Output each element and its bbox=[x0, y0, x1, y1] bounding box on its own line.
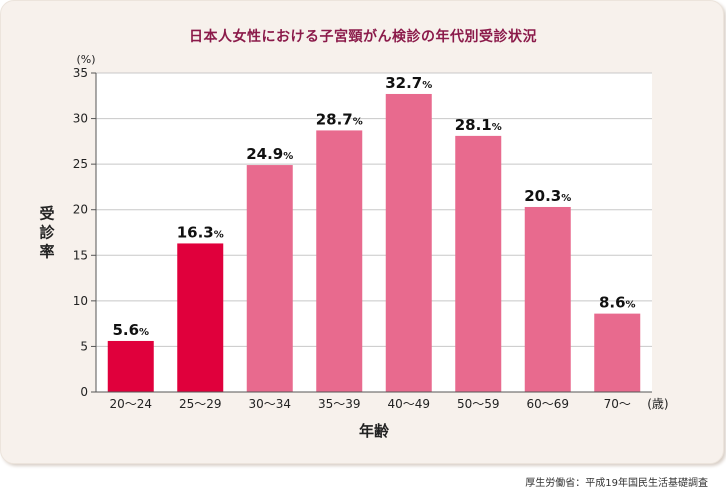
data-label: 28.7% bbox=[316, 110, 363, 128]
x-tick-label: 20〜24 bbox=[109, 397, 152, 411]
y-axis-title-char: 率 bbox=[39, 243, 54, 261]
x-tick-label: 30〜34 bbox=[248, 397, 291, 411]
bar-40〜49 bbox=[385, 93, 432, 392]
y-tick-label: 25 bbox=[73, 157, 88, 171]
x-tick-label: 35〜39 bbox=[318, 397, 361, 411]
data-label: 32.7% bbox=[385, 74, 432, 92]
x-axis-unit: (歳) bbox=[647, 397, 668, 411]
chart-title: 日本人女性における子宮頸がん検診の年代別受診状況 bbox=[189, 29, 537, 45]
bar-50〜59 bbox=[455, 135, 502, 393]
x-tick-label: 50〜59 bbox=[457, 397, 500, 411]
bar-30〜34 bbox=[246, 165, 293, 392]
data-label: 16.3% bbox=[177, 223, 224, 241]
data-label: 5.6% bbox=[112, 321, 149, 339]
bar-70〜 bbox=[594, 313, 641, 392]
bars bbox=[107, 93, 641, 393]
y-axis-title-char: 診 bbox=[39, 224, 55, 242]
axes: 0 5 10 15 20 25 30 35 20〜24 25〜29 30〜34 35〜39 40〜49 5… bbox=[73, 66, 669, 411]
bar-25〜29 bbox=[177, 243, 224, 392]
x-tick-label: 60〜69 bbox=[526, 397, 569, 411]
y-tick-label: 20 bbox=[73, 203, 88, 217]
y-tick-label: 15 bbox=[73, 248, 88, 262]
y-tick-label: 0 bbox=[80, 385, 88, 399]
y-tick-label: 30 bbox=[73, 112, 88, 126]
y-tick-label: 35 bbox=[73, 66, 88, 80]
bar-35〜39 bbox=[316, 130, 363, 393]
data-label: 20.3% bbox=[524, 187, 571, 205]
bar-20〜24 bbox=[107, 340, 154, 392]
x-tick-label: 25〜29 bbox=[179, 397, 222, 411]
data-label: 8.6% bbox=[599, 294, 636, 312]
y-tick-label: 10 bbox=[73, 294, 88, 308]
data-label: 24.9% bbox=[246, 145, 293, 163]
y-tick-label: 5 bbox=[80, 339, 88, 353]
y-axis-unit: (%) bbox=[76, 53, 95, 66]
data-label: 28.1% bbox=[455, 116, 502, 134]
y-axis-title-char: 受 bbox=[39, 205, 54, 223]
x-tick-label: 70〜 bbox=[604, 397, 631, 411]
y-axis-title: 受診率 bbox=[39, 205, 55, 261]
data-labels: 5.6% 16.3% 24.9% 28.7% 32.7% 28.1% 20.3% 8.6% bbox=[112, 74, 635, 339]
bar-60〜69 bbox=[524, 206, 571, 392]
source-note: 厚生労働省：平成19年国民生活基礎調査 bbox=[525, 478, 708, 489]
x-axis-title: 年齢 bbox=[359, 422, 390, 440]
x-tick-label: 40〜49 bbox=[387, 397, 430, 411]
